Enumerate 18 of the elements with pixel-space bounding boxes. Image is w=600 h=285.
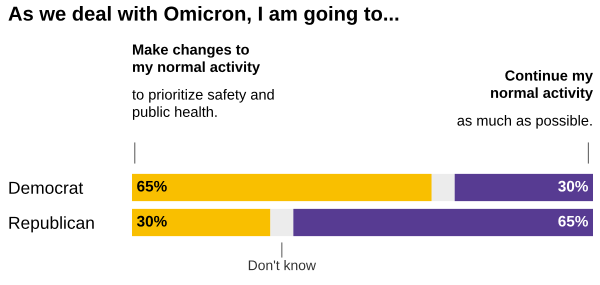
text: Continue my normal activity [491, 70, 593, 101]
text: to prioritize safety and public health. [132, 89, 274, 120]
y-tick-label: Republican [9, 216, 94, 232]
data-label: 65% [137, 180, 167, 192]
data-label: 30% [558, 180, 588, 192]
text: Make changes to my normal activity [132, 44, 260, 75]
bar [270, 208, 294, 236]
data-label: 65% [558, 216, 588, 227]
y-tick-label: Democrat [9, 182, 84, 194]
chart-title: As we deal with Omicron, I am going to... [8, 6, 398, 25]
text: Don't know [248, 260, 316, 270]
data-label: 30% [136, 216, 167, 227]
bar [132, 174, 432, 202]
bar [132, 208, 270, 236]
text: as much as possible. [457, 115, 592, 129]
bar [432, 174, 455, 202]
bar [293, 208, 593, 236]
bar [454, 174, 593, 202]
